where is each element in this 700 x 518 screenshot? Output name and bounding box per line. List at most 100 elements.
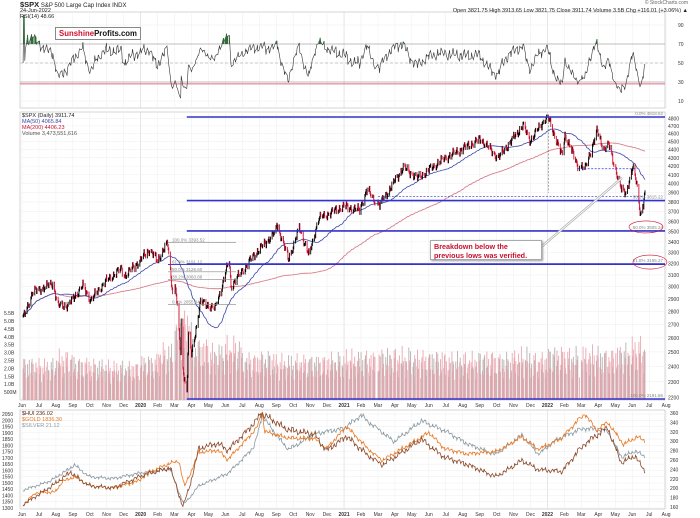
- volume-tick-label: 1.0B: [4, 382, 15, 388]
- volume-bar: [613, 373, 615, 400]
- volume-bar: [453, 364, 455, 400]
- volume-bar: [530, 368, 532, 400]
- time-axis-label: 2021: [338, 512, 349, 518]
- volume-bar: [315, 366, 317, 400]
- volume-bar: [310, 371, 312, 400]
- volume-bar: [377, 371, 379, 400]
- volume-bar: [196, 356, 198, 400]
- volume-bar: [528, 363, 530, 400]
- time-axis-label: Nov: [509, 512, 518, 518]
- volume-bar: [162, 364, 164, 400]
- volume-bar: [116, 363, 118, 400]
- hui-tick-label: 300: [670, 439, 679, 445]
- volume-bar: [451, 351, 453, 400]
- volume-bar: [79, 359, 81, 400]
- spx-legend: $SPX (Daily) 3911.74: [22, 113, 75, 119]
- time-axis-label: Jun: [628, 403, 636, 409]
- volume-bar: [448, 377, 450, 400]
- price-tick-label: 3500: [668, 229, 679, 235]
- volume-bar: [254, 355, 256, 400]
- volume-bar: [215, 374, 217, 400]
- volume-bar: [460, 378, 462, 400]
- volume-bar: [48, 371, 50, 400]
- volume-bar: [552, 354, 554, 400]
- volume-bar: [240, 347, 242, 400]
- time-axis-label: Jul: [239, 403, 245, 409]
- time-axis-label: Feb: [560, 512, 569, 518]
- volume-bar: [478, 352, 480, 400]
- time-axis-label: Oct: [289, 512, 297, 518]
- volume-bar: [489, 375, 491, 400]
- volume-bar: [238, 341, 240, 400]
- volume-bar: [347, 361, 349, 400]
- volume-bar: [561, 364, 563, 400]
- time-axis-label: Jun: [221, 403, 229, 409]
- volume-bar: [351, 348, 353, 400]
- volume-bar: [319, 362, 321, 400]
- volume-bar: [324, 356, 326, 400]
- gold-tick-label: 1350: [2, 500, 13, 506]
- volume-bar: [71, 355, 73, 400]
- volume-bar: [466, 373, 468, 400]
- volume-bar: [104, 382, 106, 400]
- volume-bar: [619, 346, 621, 400]
- volume-bar: [417, 368, 419, 400]
- volume-bar: [101, 366, 102, 400]
- time-axis-label: Apr: [594, 403, 602, 409]
- volume-bar: [355, 366, 357, 400]
- gold-tick-label: 1700: [2, 456, 13, 462]
- volume-bar: [517, 364, 518, 400]
- volume-bar: [621, 364, 623, 400]
- volume-bar: [629, 355, 631, 400]
- volume-bar: [155, 370, 157, 400]
- volume-bar: [390, 375, 392, 400]
- volume-bar: [549, 351, 551, 400]
- volume-bar: [537, 371, 539, 400]
- volume-bar: [483, 374, 485, 400]
- time-axis-label: Nov: [102, 512, 111, 518]
- volume-bar: [199, 347, 201, 400]
- volume-bar: [115, 371, 117, 400]
- hui-tick-label: 220: [670, 477, 679, 483]
- volume-bar: [340, 376, 341, 400]
- volume-bar: [436, 368, 438, 400]
- volume-bar: [77, 371, 79, 400]
- volume-bar: [217, 364, 219, 400]
- volume-bar: [620, 368, 622, 400]
- time-axis-label: Oct: [493, 512, 501, 518]
- volume-bar: [113, 377, 114, 400]
- volume-bar: [188, 326, 190, 400]
- volume-bar: [638, 341, 640, 400]
- volume-bar: [47, 369, 49, 400]
- volume-bar: [269, 355, 271, 400]
- volume-bar: [67, 352, 69, 400]
- volume-bar: [531, 363, 533, 400]
- time-axis-label: Jul: [443, 403, 449, 409]
- volume-bar: [207, 345, 209, 400]
- volume-bar: [372, 352, 374, 400]
- volume-bar: [44, 371, 46, 400]
- time-axis-label: Oct: [86, 403, 94, 409]
- volume-bar: [471, 368, 473, 400]
- volume-bar: [541, 369, 543, 400]
- volume-bar: [35, 362, 37, 400]
- volume-bar: [379, 369, 381, 400]
- volume-bar: [604, 353, 605, 400]
- time-axis-label: Jul: [36, 403, 42, 409]
- volume-bar: [186, 340, 188, 400]
- volume-bar: [89, 371, 91, 400]
- volume-bar: [567, 365, 569, 400]
- volume-bar: [368, 358, 370, 400]
- volume-bar: [557, 374, 559, 400]
- volume-bar: [156, 372, 158, 400]
- volume-bar: [496, 373, 498, 400]
- volume-bar: [285, 366, 287, 400]
- volume-bar: [198, 360, 200, 400]
- volume-bar: [62, 366, 64, 400]
- volume-bar: [232, 361, 234, 400]
- volume-bar: [359, 366, 361, 400]
- volume-bar: [584, 358, 586, 400]
- volume-bar: [330, 364, 332, 400]
- time-axis-label: Oct: [86, 512, 94, 518]
- time-axis-label: Mar: [170, 403, 179, 409]
